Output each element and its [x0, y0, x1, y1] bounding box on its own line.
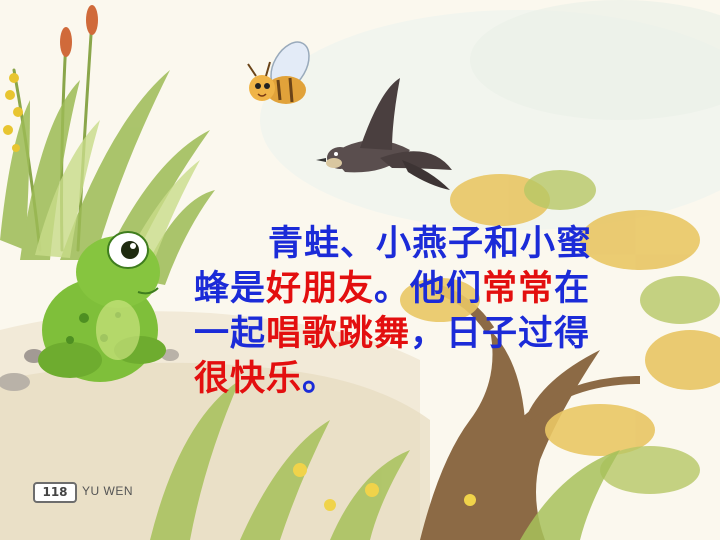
text-segment-blue: 青蛙、小燕子和小蜜	[268, 224, 593, 264]
text-segment-blue: 在	[554, 269, 591, 309]
text-segment-red: 常常	[482, 269, 555, 309]
text-segment-red: 好朋友	[266, 269, 375, 309]
frog-illustration	[38, 231, 166, 382]
lesson-text: 青蛙、小燕子和小蜜 蜂是好朋友。他们常常在 一起唱歌跳舞，日子过得 很快乐。	[194, 222, 644, 402]
text-line-1: 青蛙、小燕子和小蜜	[194, 222, 644, 267]
yellow-flowers	[3, 73, 23, 152]
text-segment-blue: 一起	[194, 314, 267, 354]
foreground-flowers	[293, 463, 476, 511]
text-segment-red: 很快乐	[194, 359, 303, 399]
swallow-illustration	[316, 78, 452, 190]
text-line-4: 很快乐。	[194, 357, 644, 402]
text-segment-blue: 蜂是	[194, 269, 267, 309]
textbook-brand: YU WEN	[82, 484, 133, 498]
text-segment-blue: 。他们	[374, 269, 483, 309]
text-line-3: 一起唱歌跳舞，日子过得	[194, 312, 644, 357]
text-segment-blue: ，日子过得	[410, 314, 591, 354]
bee-illustration	[247, 41, 310, 104]
page-number-badge: 118	[33, 482, 77, 503]
text-segment-blue: 。	[302, 359, 339, 399]
cattails	[60, 5, 98, 57]
tree-illustration	[400, 170, 720, 540]
text-segment-red: 唱歌跳舞	[266, 314, 411, 354]
text-line-2: 蜂是好朋友。他们常常在	[194, 267, 644, 312]
